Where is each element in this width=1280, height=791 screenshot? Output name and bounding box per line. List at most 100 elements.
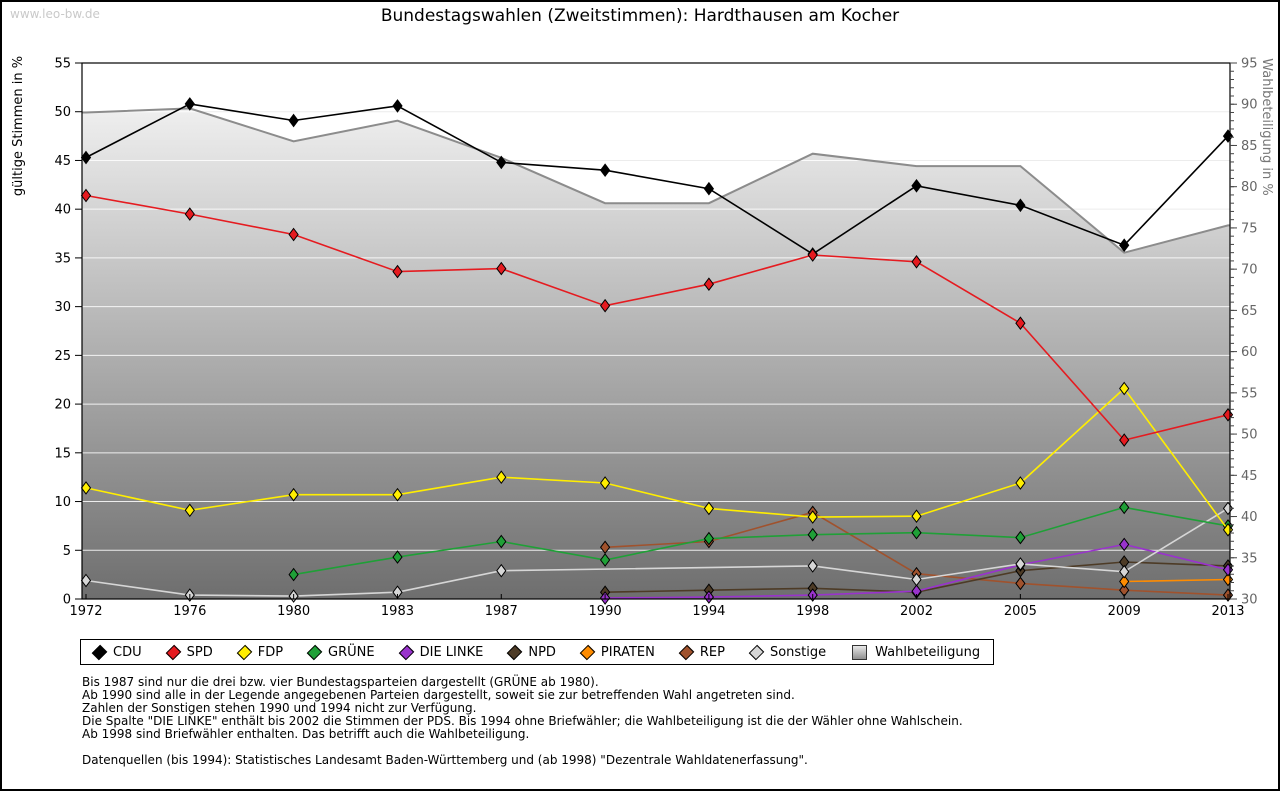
page-title: Bundestagswahlen (Zweitstimmen): Hardtha…	[380, 6, 900, 26]
y-right-tick-label: 65	[1241, 304, 1258, 319]
y-left-tick-label: 50	[54, 105, 71, 120]
y-right-tick-label: 55	[1241, 386, 1258, 401]
y-left-tick-label: 0	[63, 593, 71, 608]
data-point-marker	[911, 525, 922, 540]
y-left-tick-label: 40	[54, 203, 71, 218]
series-line	[293, 506, 1229, 576]
data-point-marker	[288, 227, 299, 242]
data-point-marker	[599, 298, 611, 313]
x-tick-label: 1990	[589, 604, 622, 619]
x-axis: 1972 1976 1980 1983 1987 1990 1994 1998 2002 2005…	[69, 594, 1245, 619]
legend-label: GRÜNE	[328, 644, 375, 660]
data-point-marker	[80, 150, 92, 165]
data-point-marker	[1119, 238, 1130, 253]
legend-diamond-marker	[398, 644, 414, 660]
y-right-tick-label: 30	[1241, 593, 1258, 608]
data-point-marker	[911, 254, 922, 269]
x-tick-label: 1980	[277, 604, 310, 619]
series-line	[85, 103, 1229, 255]
data-point-marker	[288, 567, 299, 582]
series-line	[85, 387, 1229, 531]
legend-diamond-marker	[236, 644, 252, 660]
series-sonstige	[80, 501, 1234, 603]
legend-item-cdu: CDU	[91, 644, 142, 660]
data-point-marker	[1119, 564, 1130, 579]
legend-diamond-marker	[306, 644, 323, 660]
legend-item-npd: NPD	[507, 644, 556, 660]
series-spd	[80, 188, 1234, 447]
data-point-marker	[807, 510, 818, 524]
x-tick-label: 2013	[1211, 604, 1244, 619]
data-point-marker	[1119, 574, 1130, 589]
y-left-tick-label: 10	[54, 495, 71, 510]
y-right-tick-label: 60	[1241, 345, 1258, 360]
data-point-marker	[1119, 381, 1130, 396]
footnote-line: Ab 1998 sind Briefwähler enthalten. Das …	[82, 727, 530, 741]
y-right-tick-label: 80	[1241, 180, 1258, 195]
data-point-marker	[599, 476, 611, 490]
legend-item-piraten: PIRATEN	[579, 644, 655, 660]
chart-canvas: 0 5 10 15 20 25 30 35 40 45 50 55 30 35 40 45 50 55 60 65 70…	[11, 56, 1274, 619]
y-left-tick-label: 55	[54, 57, 71, 72]
y-right-tick-label: 50	[1241, 428, 1258, 443]
y-right-tick-label: 85	[1241, 139, 1258, 154]
x-tick-label: 1972	[69, 604, 102, 619]
data-point-marker	[911, 178, 922, 193]
data-point-marker	[496, 470, 507, 485]
x-tick-label: 2005	[1004, 604, 1037, 619]
footnote-line: Ab 1990 sind alle in der Legende angegeb…	[82, 688, 795, 702]
data-point-marker	[703, 181, 715, 196]
plot-frame	[81, 62, 1231, 600]
legend-item-die-linke: DIE LINKE	[398, 644, 483, 660]
footnotes: Bis 1987 sind nur die drei bzw. vier Bun…	[82, 676, 963, 767]
footnote-line: Die Spalte "DIE LINKE" enthält bis 2002 …	[82, 714, 963, 728]
legend-label: FDP	[257, 644, 284, 660]
data-point-marker	[184, 503, 195, 518]
y-axis-left: 0 5 10 15 20 25 30 35 40 45 50 55	[54, 57, 82, 608]
data-point-marker	[392, 487, 403, 502]
legend-item-grüne: GRÜNE	[306, 644, 375, 660]
legend-diamond-marker	[748, 644, 765, 660]
legend-diamond-marker	[579, 644, 596, 660]
data-point-marker	[1015, 530, 1026, 545]
x-tick-label: 1987	[485, 604, 518, 619]
data-point-marker	[392, 99, 403, 113]
data-point-marker	[496, 534, 507, 549]
legend-label: CDU	[113, 644, 142, 660]
legend-label: Wahlbeteiligung	[875, 644, 981, 660]
y-right-tick-label: 70	[1241, 263, 1258, 278]
legend-label: NPD	[528, 644, 556, 660]
watermark: www.leo-bw.de	[10, 7, 100, 21]
data-point-marker	[496, 155, 507, 170]
data-point-marker	[1015, 198, 1026, 213]
y-left-tick-label: 25	[54, 349, 71, 364]
legend-diamond-marker	[165, 644, 181, 660]
y-left-tick-label: 20	[54, 398, 71, 413]
data-point-marker	[1119, 500, 1130, 515]
y-right-tick-label: 75	[1241, 221, 1258, 236]
data-point-marker	[80, 188, 92, 203]
data-point-marker	[807, 559, 818, 573]
data-point-marker	[1119, 537, 1130, 552]
legend-diamond-marker	[678, 644, 695, 660]
y-right-tick-label: 90	[1241, 98, 1258, 113]
data-point-marker	[80, 573, 92, 588]
data-point-marker	[392, 264, 403, 279]
data-point-marker	[703, 277, 715, 292]
series-line	[85, 194, 1229, 441]
data-point-marker	[288, 113, 299, 128]
legend-item-wahlbeteiligung: Wahlbeteiligung	[852, 644, 981, 660]
x-tick-label: 1998	[796, 604, 829, 619]
y-right-tick-label: 40	[1241, 510, 1258, 525]
chart-legend: CDU SPD FDP GRÜNE DIE LINKE NPD PIRATEN REP Sons…	[80, 639, 995, 665]
y-right-tick-label: 35	[1241, 551, 1258, 566]
y-right-axis-title: Wahlbeteiligung in %	[1259, 58, 1274, 195]
x-tick-label: 1983	[381, 604, 414, 619]
footnote-line: Bis 1987 sind nur die drei bzw. vier Bun…	[82, 675, 599, 689]
data-point-marker	[496, 563, 507, 578]
legend-item-fdp: FDP	[236, 644, 284, 660]
y-left-tick-label: 35	[54, 251, 71, 266]
footnote-line: Datenquellen (bis 1994): Statistisches L…	[82, 753, 808, 767]
data-point-marker	[599, 553, 611, 567]
data-point-marker	[911, 572, 922, 587]
